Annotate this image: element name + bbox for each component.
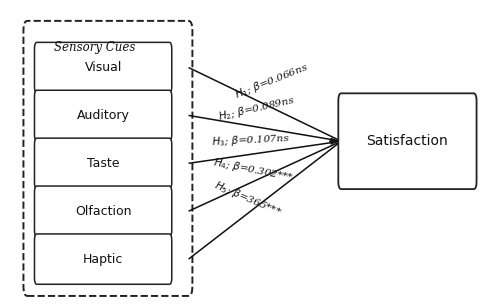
FancyBboxPatch shape xyxy=(338,93,476,189)
FancyBboxPatch shape xyxy=(34,234,172,284)
Text: $H_5$; $\beta$=365***: $H_5$; $\beta$=365*** xyxy=(212,178,284,220)
Text: $H_4$; $\beta$=0.302***: $H_4$; $\beta$=0.302*** xyxy=(212,155,294,184)
Text: Auditory: Auditory xyxy=(76,109,130,122)
Text: $H_2$; $\beta$=0.089ns: $H_2$; $\beta$=0.089ns xyxy=(216,92,296,124)
FancyBboxPatch shape xyxy=(34,186,172,236)
Text: Taste: Taste xyxy=(87,157,120,170)
FancyBboxPatch shape xyxy=(34,42,172,93)
Text: Visual: Visual xyxy=(84,61,122,74)
FancyBboxPatch shape xyxy=(24,21,192,296)
FancyBboxPatch shape xyxy=(34,90,172,141)
Text: $H_3$; $\beta$=0.107ns: $H_3$; $\beta$=0.107ns xyxy=(212,131,290,149)
Text: Olfaction: Olfaction xyxy=(75,205,132,218)
Text: Haptic: Haptic xyxy=(83,253,124,266)
Text: Sensory Cues: Sensory Cues xyxy=(54,41,136,53)
Text: $H_1$; $\beta$=0.066ns: $H_1$; $\beta$=0.066ns xyxy=(232,60,310,102)
FancyBboxPatch shape xyxy=(34,138,172,188)
Text: Satisfaction: Satisfaction xyxy=(366,134,448,148)
